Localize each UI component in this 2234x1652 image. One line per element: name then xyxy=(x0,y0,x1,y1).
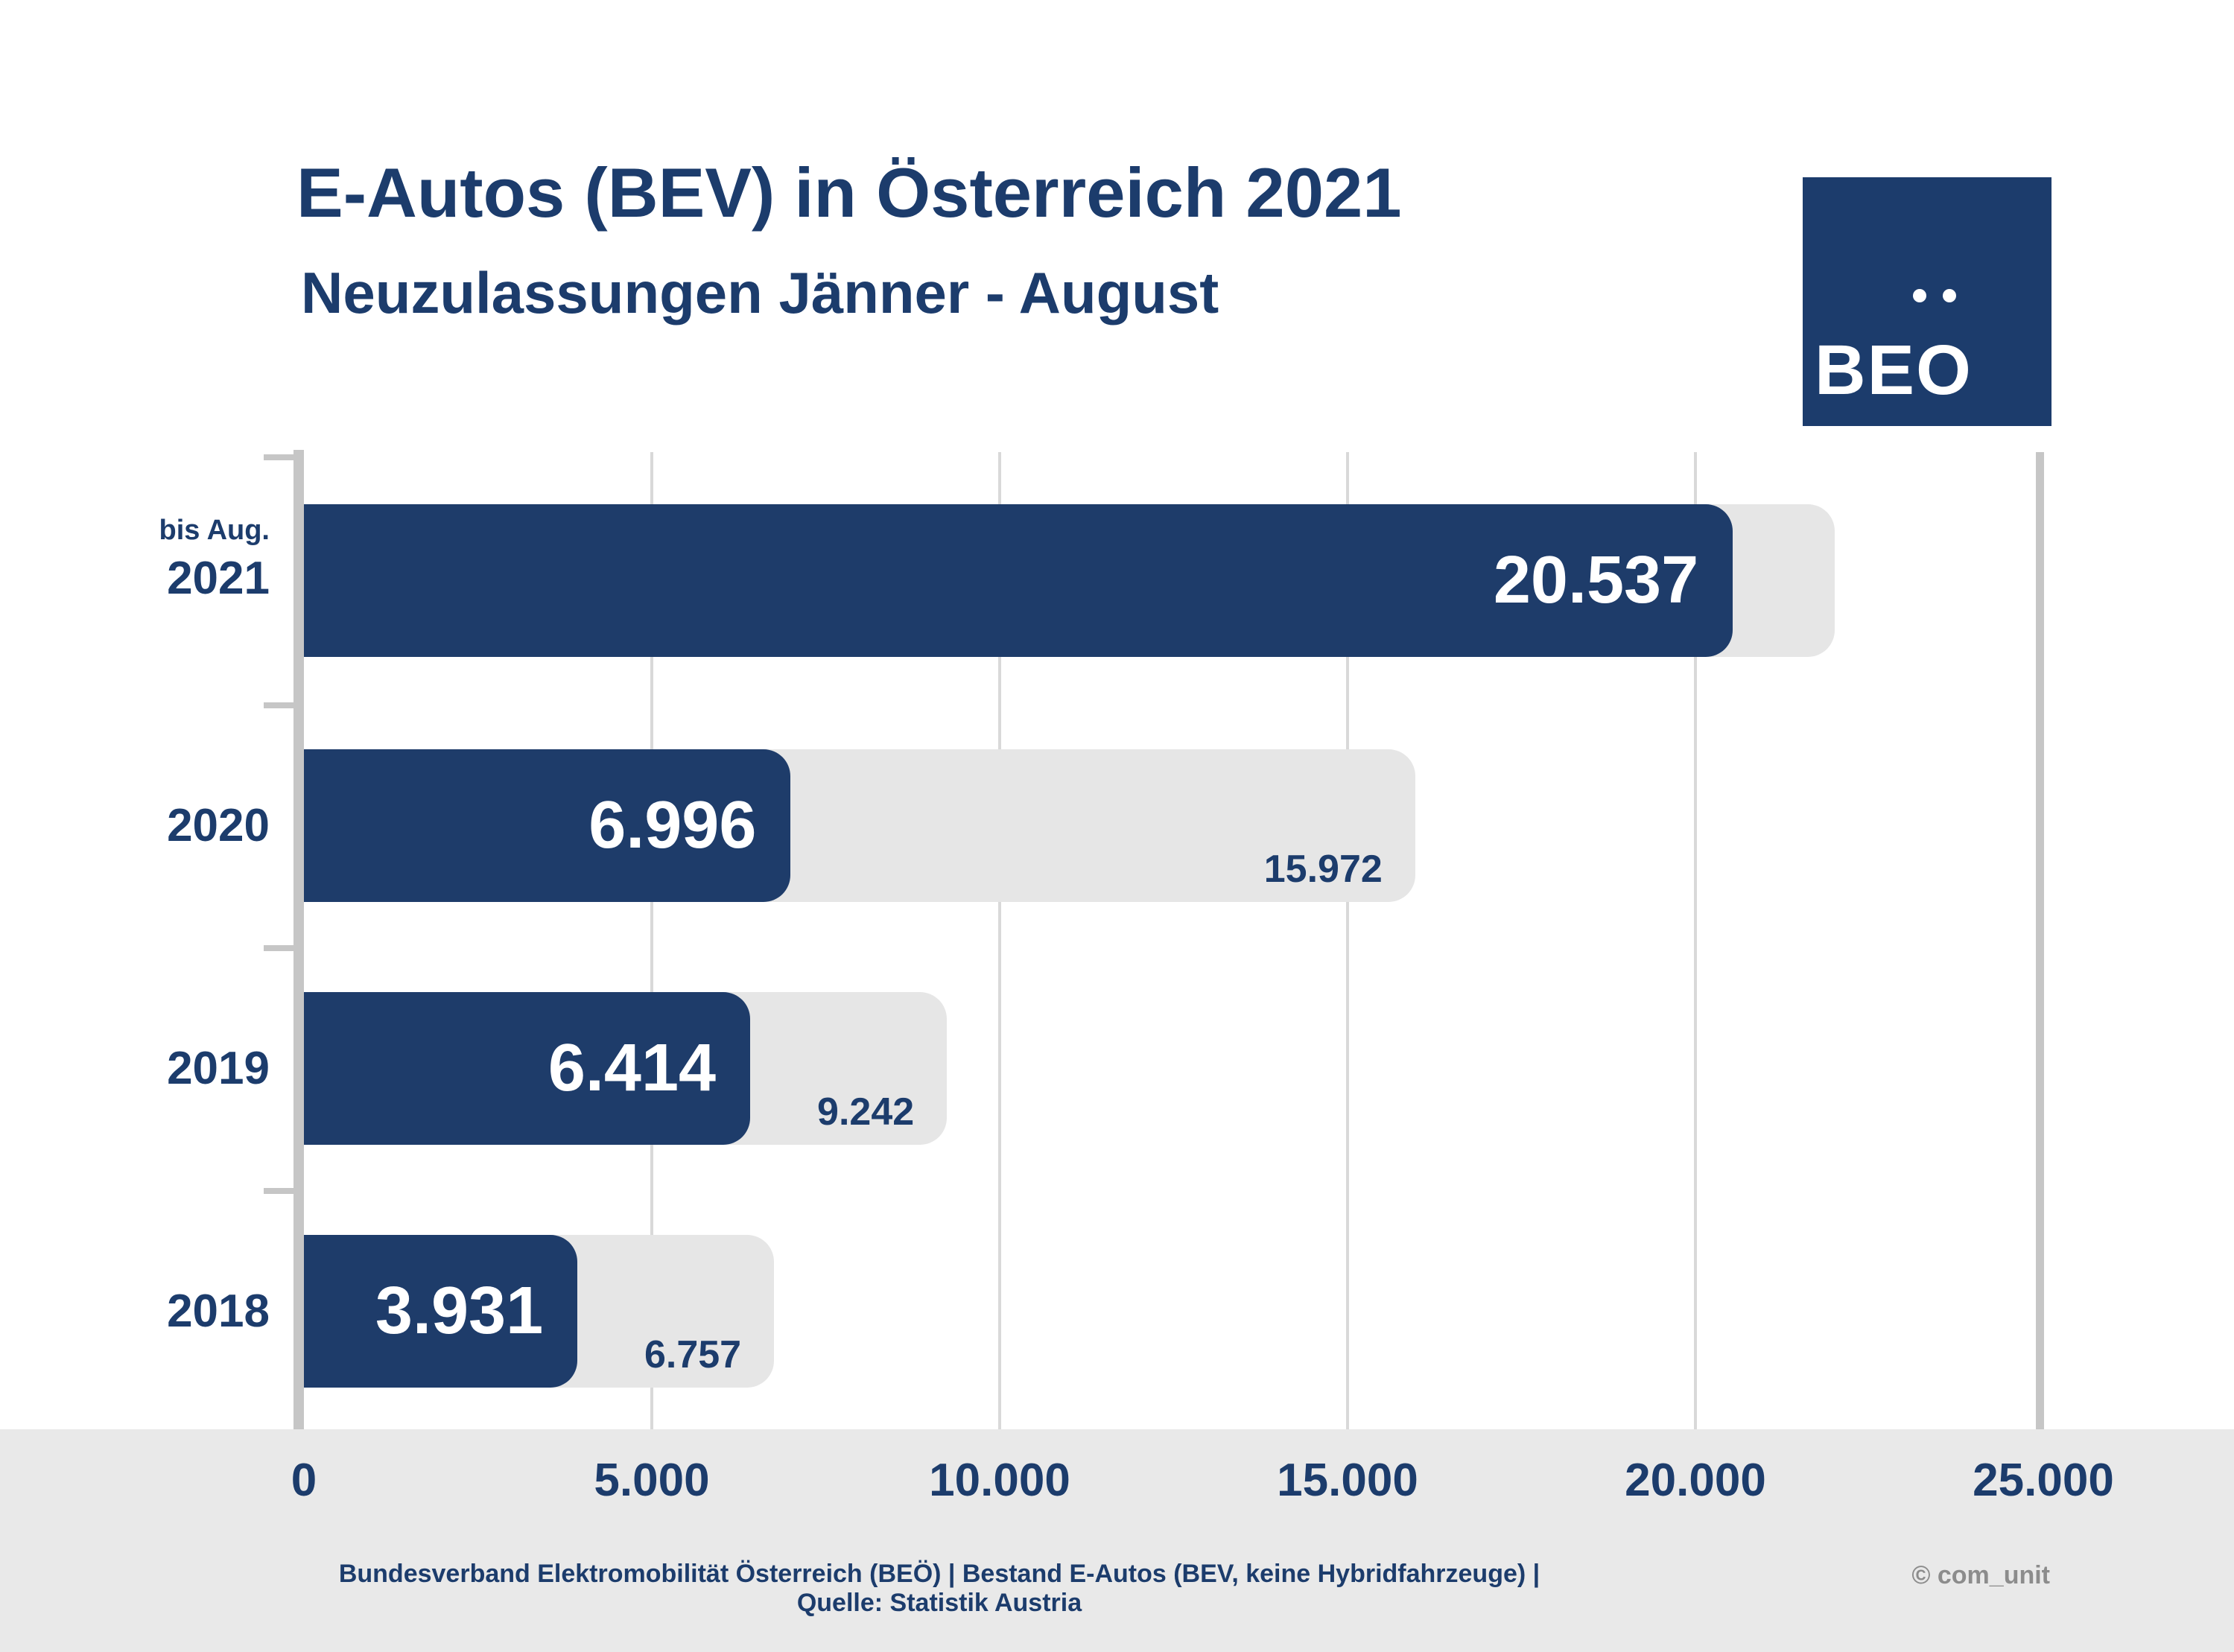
plot-right-border xyxy=(2036,452,2044,1429)
chart-row-2020: 15.972 6.996 xyxy=(304,749,2043,902)
x-axis-band xyxy=(0,1429,2234,1652)
gridline xyxy=(1346,452,1349,1429)
logo-umlaut-dot xyxy=(1913,289,1926,302)
beo-logo: BEO xyxy=(1803,177,2051,426)
bar-value-label: 6.996 xyxy=(588,788,757,862)
gridline xyxy=(998,452,1001,1429)
category-label-2021: bis Aug. 2021 xyxy=(45,504,270,657)
category-year: 2020 xyxy=(167,799,270,851)
logo-wordmark: BEO xyxy=(1815,331,1973,410)
bar-new-2020: 6.996 xyxy=(304,749,791,902)
category-year: 2019 xyxy=(167,1042,270,1094)
gridline xyxy=(1694,452,1697,1429)
gridline xyxy=(650,452,653,1429)
x-axis-label: 5.000 xyxy=(594,1455,710,1506)
category-label-2018: 2018 xyxy=(45,1235,270,1388)
axis-tick xyxy=(264,945,293,951)
logo-umlaut-dot xyxy=(1943,289,1956,302)
bar-new-2018: 3.931 xyxy=(304,1235,578,1388)
axis-tick xyxy=(264,702,293,708)
total-value-label: 9.242 xyxy=(817,1090,915,1134)
bar-value-label: 3.931 xyxy=(375,1274,544,1348)
copyright-credit: © com_unit xyxy=(1911,1561,2050,1589)
category-label-2020: 2020 xyxy=(45,749,270,902)
total-value-label: 15.972 xyxy=(1263,848,1383,891)
source-caption: Bundesverband Elektromobilität Österreic… xyxy=(338,1560,1540,1617)
chart-row-2019: 9.242 6.414 xyxy=(304,992,2043,1145)
category-prefix: bis Aug. xyxy=(159,515,270,546)
x-axis-label: 10.000 xyxy=(929,1455,1070,1506)
y-axis-line xyxy=(293,450,304,1429)
logo-umlaut-dots xyxy=(1913,289,1956,302)
chart-subtitle: Neuzulassungen Jänner - August xyxy=(301,260,1219,325)
chart-row-2018: 6.757 3.931 xyxy=(304,1235,2043,1388)
x-axis-label: 0 xyxy=(291,1455,317,1506)
total-value-label: 6.757 xyxy=(644,1333,742,1376)
chart-row-2021: 20.537 xyxy=(304,504,2043,657)
bar-new-2019: 6.414 xyxy=(304,992,751,1145)
category-year: 2018 xyxy=(167,1285,270,1337)
bar-value-label: 6.414 xyxy=(548,1031,717,1105)
plot-area: 20.537 15.972 6.996 9.242 6.414 6.757 3.931 xyxy=(304,452,2044,1429)
x-axis-label: 25.000 xyxy=(1973,1455,2114,1506)
bar-new-2021: 20.537 xyxy=(304,504,1733,657)
category-year: 2021 xyxy=(167,553,270,604)
x-axis-label: 20.000 xyxy=(1625,1455,1766,1506)
x-axis-label: 15.000 xyxy=(1277,1455,1418,1506)
bar-value-label: 20.537 xyxy=(1493,543,1699,617)
axis-tick xyxy=(264,454,293,460)
axis-tick xyxy=(264,1188,293,1194)
chart-title: E-Autos (BEV) in Österreich 2021 xyxy=(296,153,1402,232)
category-label-2019: 2019 xyxy=(45,992,270,1145)
